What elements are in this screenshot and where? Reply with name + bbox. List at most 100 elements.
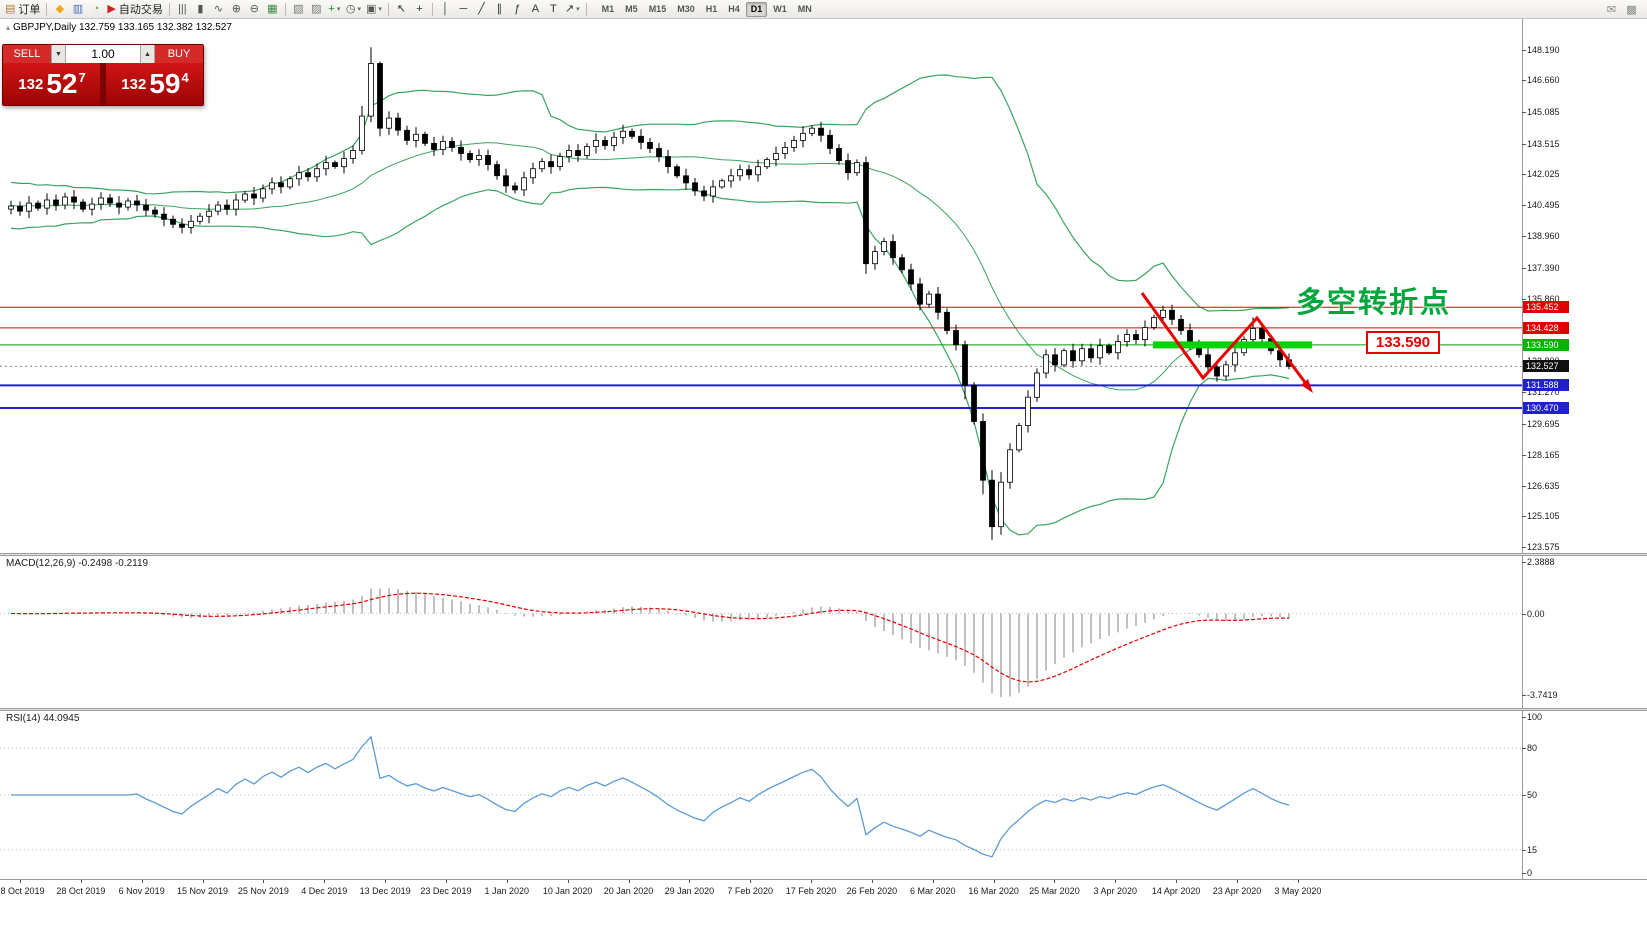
date-axis[interactable]: 18 Oct 2019 28 Oct 2019 6 Nov 2019 15 Nov 2… xyxy=(0,880,1647,899)
timeframe-mn-button[interactable]: MN xyxy=(797,4,812,14)
toolbar: ▤ 订单 ◆ ▥ ◔ ▶ 自动交易 ||| ▮ ∿ ⊕ ⊖ ▦ ▧ ▨ + ▾ ◷ ▾ ▣ ▾ ↖ + │ ─ ╱ ∥ ƒ A T ↗ ▾ M1… xyxy=(0,0,1647,19)
panel-splitter[interactable] xyxy=(0,553,1647,556)
sell-price-display[interactable]: 132 52 7 xyxy=(3,63,100,105)
mail-icon[interactable]: ✉ xyxy=(1606,3,1617,16)
macd-indicator-label: MACD(12,26,9) -0.2498 -0.2119 xyxy=(6,558,149,569)
alerts-icon[interactable]: ▩ xyxy=(1626,3,1637,16)
crosshair-tool-icon[interactable]: + xyxy=(416,2,423,15)
vertical-line-tool-icon[interactable]: │ xyxy=(441,2,449,15)
timeframe-d1-button[interactable]: D1 xyxy=(745,1,768,17)
date-axis-label: 6 Nov 2019 xyxy=(118,886,165,896)
objects-list-icon[interactable]: ▨ xyxy=(311,2,322,15)
price-axis-badge: 131.588 xyxy=(1523,379,1569,392)
trendline-tool-icon[interactable]: ╱ xyxy=(478,2,485,15)
template-menu-button[interactable]: ▣ ▾ xyxy=(366,2,382,15)
price-axis-label: 143.515 xyxy=(1527,139,1560,150)
add-indicator-button[interactable]: + ▾ xyxy=(328,2,341,15)
timeframe-m15-button[interactable]: M15 xyxy=(648,4,667,14)
date-axis-tick xyxy=(445,880,447,883)
timeframe-w1-button[interactable]: W1 xyxy=(773,4,787,14)
date-axis-tick xyxy=(1115,880,1117,883)
chart-ohlc-text: GBPJPY,Daily 132.759 133.165 132.382 132… xyxy=(13,22,232,33)
sell-price-sup: 7 xyxy=(78,69,86,85)
indicators-list-icon[interactable]: ▧ xyxy=(293,2,304,15)
rsi-axis-label: 100 xyxy=(1527,712,1543,722)
candlestick-chart-icon[interactable]: ▮ xyxy=(197,2,204,15)
timeframe-h4-button[interactable]: H4 xyxy=(728,4,740,14)
date-axis-label: 18 Oct 2019 xyxy=(0,886,45,896)
label-tool-icon[interactable]: T xyxy=(550,2,557,15)
date-axis-label: 7 Feb 2020 xyxy=(727,886,773,896)
price-axis-label: 123.575 xyxy=(1527,542,1560,553)
date-axis-label: 4 Dec 2019 xyxy=(301,886,348,896)
macd-axis-label: 2.3888 xyxy=(1527,556,1555,567)
price-axis-label: 132.800 xyxy=(1527,355,1560,366)
price-axis-badge: 135.452 xyxy=(1523,301,1569,314)
horizontal-line-tool-icon[interactable]: ─ xyxy=(459,2,468,15)
mt-logo-icon[interactable]: ◆ xyxy=(55,2,65,15)
volume-increase-button[interactable]: ▲ xyxy=(140,45,155,63)
toolbar-separator xyxy=(387,2,389,16)
sell-button[interactable]: SELL xyxy=(3,45,51,63)
date-axis-tick xyxy=(506,880,508,883)
toolbar-separator xyxy=(46,2,48,16)
rsi-axis-label: 80 xyxy=(1527,743,1538,754)
bar-chart-icon[interactable]: ||| xyxy=(178,2,187,15)
cursor-tool-icon[interactable]: ↖ xyxy=(396,2,407,15)
buy-price-base: 132 xyxy=(121,75,147,93)
main-price-chart[interactable] xyxy=(0,19,1522,553)
rsi-panel-chart[interactable] xyxy=(0,711,1522,879)
price-axis-label: 126.635 xyxy=(1527,480,1560,491)
price-axis-label: 137.390 xyxy=(1527,262,1560,273)
volume-decrease-button[interactable]: ▼ xyxy=(51,45,66,63)
volume-input[interactable]: 1.00 xyxy=(66,45,140,63)
macd-panel-chart[interactable] xyxy=(0,556,1522,708)
channel-tool-icon[interactable]: ∥ xyxy=(496,2,503,15)
timeframe-h1-button[interactable]: H1 xyxy=(705,4,718,14)
autotrading-button[interactable]: ▶ 自动交易 xyxy=(107,2,163,16)
date-axis-tick xyxy=(263,880,265,883)
panel-splitter[interactable] xyxy=(0,708,1647,711)
rsi-indicator-label: RSI(14) 44.0945 xyxy=(6,713,80,724)
zoom-in-icon[interactable]: ⊕ xyxy=(231,2,241,15)
zoom-out-icon[interactable]: ⊖ xyxy=(249,2,259,15)
date-axis-label: 28 Oct 2019 xyxy=(56,886,106,896)
symbol-marker-icon: ▴ xyxy=(6,23,11,32)
date-axis-tick xyxy=(871,880,873,883)
date-axis-label: 3 May 2020 xyxy=(1274,886,1322,896)
toolbar-separator xyxy=(284,2,286,16)
help-icon[interactable]: ◔ xyxy=(92,2,100,15)
date-axis-tick xyxy=(141,880,143,883)
line-chart-icon[interactable]: ∿ xyxy=(213,2,223,15)
arrows-tool-icon[interactable]: ↗ ▾ xyxy=(564,2,580,15)
price-axis-badge: 133.590 xyxy=(1523,338,1569,351)
macd-axis-label: -3.7419 xyxy=(1527,689,1558,700)
timeframe-m30-button[interactable]: M30 xyxy=(677,4,695,14)
date-axis-label: 29 Jan 2020 xyxy=(664,886,715,896)
price-axis-label: 145.085 xyxy=(1527,107,1560,118)
profile-icon[interactable]: ▥ xyxy=(72,2,84,15)
text-tool-icon[interactable]: A xyxy=(531,2,540,15)
date-axis-label: 17 Feb 2020 xyxy=(785,886,837,896)
timeframe-m5-button[interactable]: M5 xyxy=(625,4,638,14)
date-axis-label: 25 Mar 2020 xyxy=(1029,886,1080,896)
price-axis-label: 125.105 xyxy=(1527,511,1560,522)
tile-windows-icon[interactable]: ▦ xyxy=(267,2,278,15)
turning-point-annotation: 多空转折点 xyxy=(1296,287,1452,319)
buy-price-pips: 59 xyxy=(149,68,181,99)
sell-price-pips: 52 xyxy=(46,68,78,99)
buy-button[interactable]: BUY xyxy=(155,45,203,63)
date-axis-tick xyxy=(1297,880,1299,883)
date-axis-label: 23 Apr 2020 xyxy=(1212,886,1262,896)
timeframes-menu-button[interactable]: ◷ ▾ xyxy=(345,2,361,15)
trade-panel-divider xyxy=(100,63,106,105)
date-axis-label: 3 Apr 2020 xyxy=(1093,886,1138,896)
date-axis-divider xyxy=(0,879,1647,880)
date-axis-label: 6 Mar 2020 xyxy=(909,886,956,896)
buy-price-display[interactable]: 132 59 4 xyxy=(106,63,203,105)
fibonacci-tool-icon[interactable]: ƒ xyxy=(514,2,521,15)
timeframe-m1-button[interactable]: M1 xyxy=(601,4,615,14)
new-order-button[interactable]: ▤ 订单 xyxy=(5,2,41,16)
toolbar-separator xyxy=(431,2,433,16)
